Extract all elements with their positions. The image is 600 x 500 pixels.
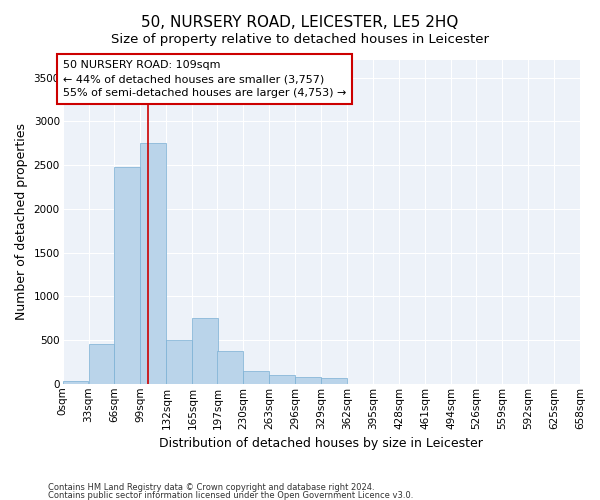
- Bar: [321, 378, 347, 384]
- Bar: [193, 318, 218, 384]
- Bar: [62, 381, 88, 384]
- Text: Contains public sector information licensed under the Open Government Licence v3: Contains public sector information licen…: [48, 490, 413, 500]
- Text: 50 NURSERY ROAD: 109sqm
← 44% of detached houses are smaller (3,757)
55% of semi: 50 NURSERY ROAD: 109sqm ← 44% of detache…: [62, 60, 346, 98]
- Bar: [244, 370, 269, 384]
- Bar: [217, 352, 243, 384]
- Bar: [140, 143, 166, 384]
- Bar: [269, 375, 295, 384]
- Bar: [166, 340, 192, 384]
- Bar: [295, 377, 321, 384]
- Bar: [115, 167, 140, 384]
- Text: 50, NURSERY ROAD, LEICESTER, LE5 2HQ: 50, NURSERY ROAD, LEICESTER, LE5 2HQ: [142, 15, 458, 30]
- Y-axis label: Number of detached properties: Number of detached properties: [15, 124, 28, 320]
- Text: Contains HM Land Registry data © Crown copyright and database right 2024.: Contains HM Land Registry data © Crown c…: [48, 484, 374, 492]
- X-axis label: Distribution of detached houses by size in Leicester: Distribution of detached houses by size …: [160, 437, 483, 450]
- Text: Size of property relative to detached houses in Leicester: Size of property relative to detached ho…: [111, 32, 489, 46]
- Bar: [89, 344, 114, 384]
